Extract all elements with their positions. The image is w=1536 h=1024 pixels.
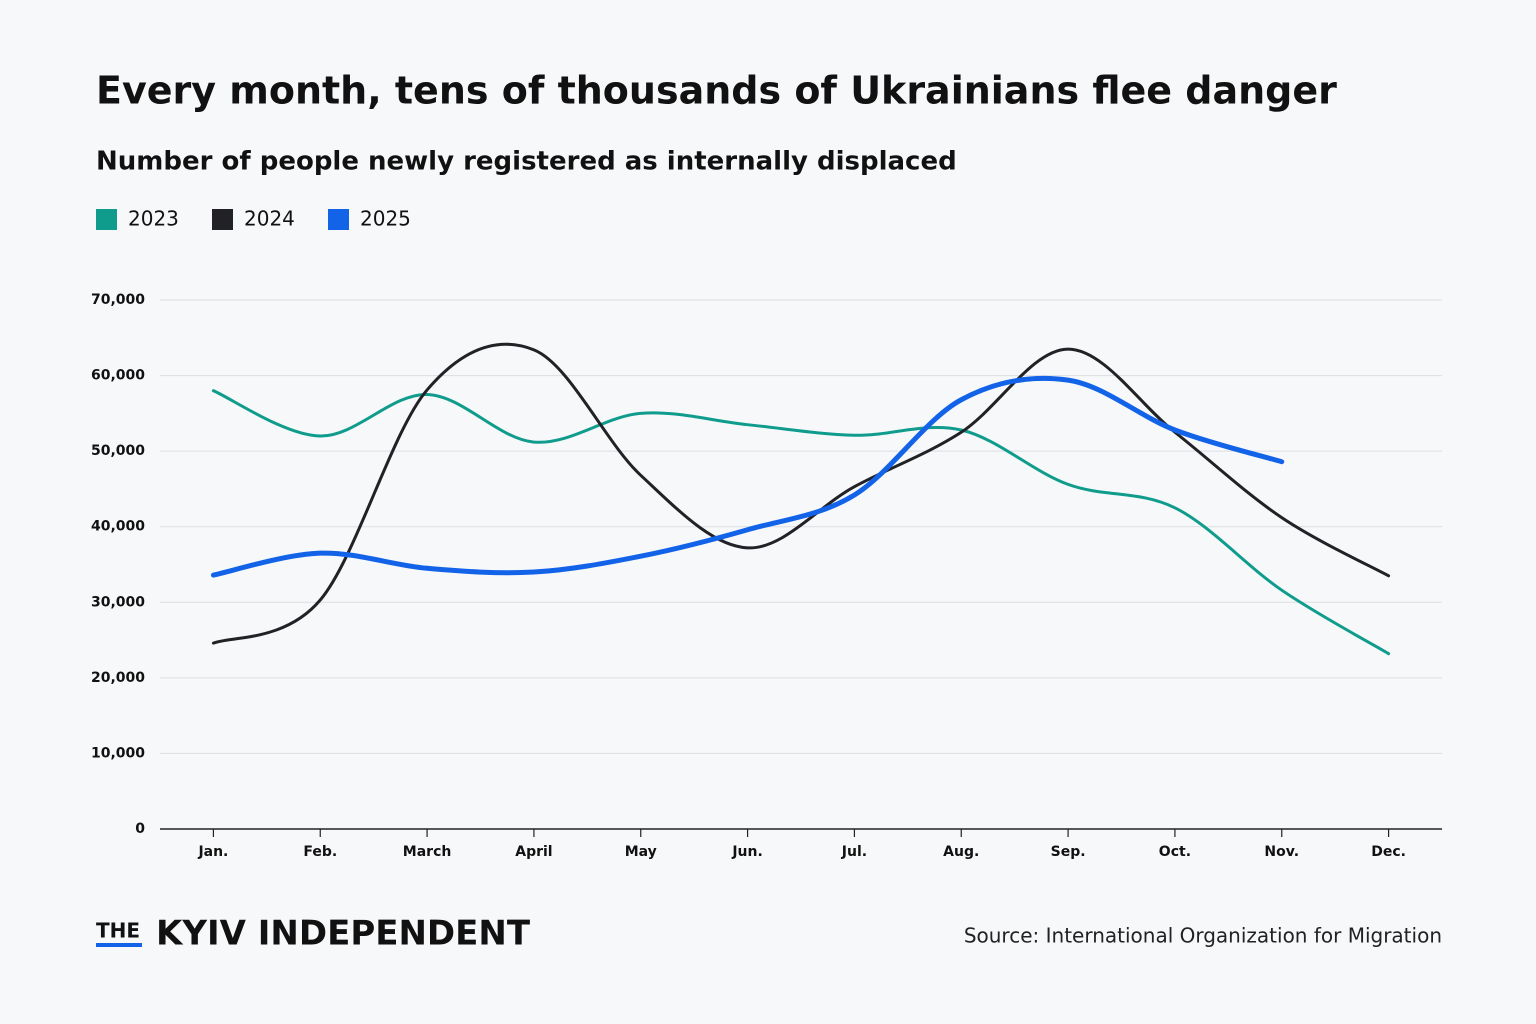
x-tick-label: Sep.	[1051, 844, 1086, 860]
y-tick-label: 0	[135, 821, 145, 837]
x-tick-label: Oct.	[1159, 844, 1191, 860]
line-series	[211, 389, 1391, 656]
source: Source: International Organization for M…	[964, 924, 1442, 948]
legend-swatch	[328, 209, 349, 230]
legend-label: 2025	[360, 207, 411, 231]
x-tick-label: Feb.	[303, 844, 337, 860]
y-tick-label: 20,000	[91, 670, 145, 686]
chart-subtitle: Number of people newly registered as int…	[96, 147, 957, 177]
x-tick-label: April	[515, 844, 552, 860]
x-tick-label: Aug.	[943, 844, 979, 860]
y-tick-label: 10,000	[91, 745, 145, 761]
x-tick-label: Nov.	[1264, 844, 1299, 860]
y-tick-label: 70,000	[91, 292, 145, 308]
x-tick-label: March	[403, 844, 452, 860]
y-tick-label: 40,000	[91, 519, 145, 535]
y-tick-label: 30,000	[91, 594, 145, 610]
line-series	[211, 342, 1391, 645]
legend-swatch	[96, 209, 117, 230]
y-tick-label: 60,000	[91, 368, 145, 384]
line-series	[210, 375, 1285, 578]
x-tick-label: Jul.	[841, 844, 867, 860]
legend-label: 2024	[244, 207, 295, 231]
legend-label: 2023	[128, 207, 179, 231]
brand-underline	[96, 943, 142, 947]
x-tick-label: Dec.	[1371, 844, 1406, 860]
brand-prefix: THE	[96, 919, 140, 943]
x-tick-label: May	[625, 844, 657, 860]
x-tick-label: Jan.	[197, 844, 228, 860]
brand: KYIV INDEPENDENT	[156, 914, 531, 954]
legend-swatch	[212, 209, 233, 230]
y-tick-label: 50,000	[91, 443, 145, 459]
x-tick-label: Jun.	[731, 844, 762, 860]
chart-title: Every month, tens of thousands of Ukrain…	[96, 69, 1337, 113]
